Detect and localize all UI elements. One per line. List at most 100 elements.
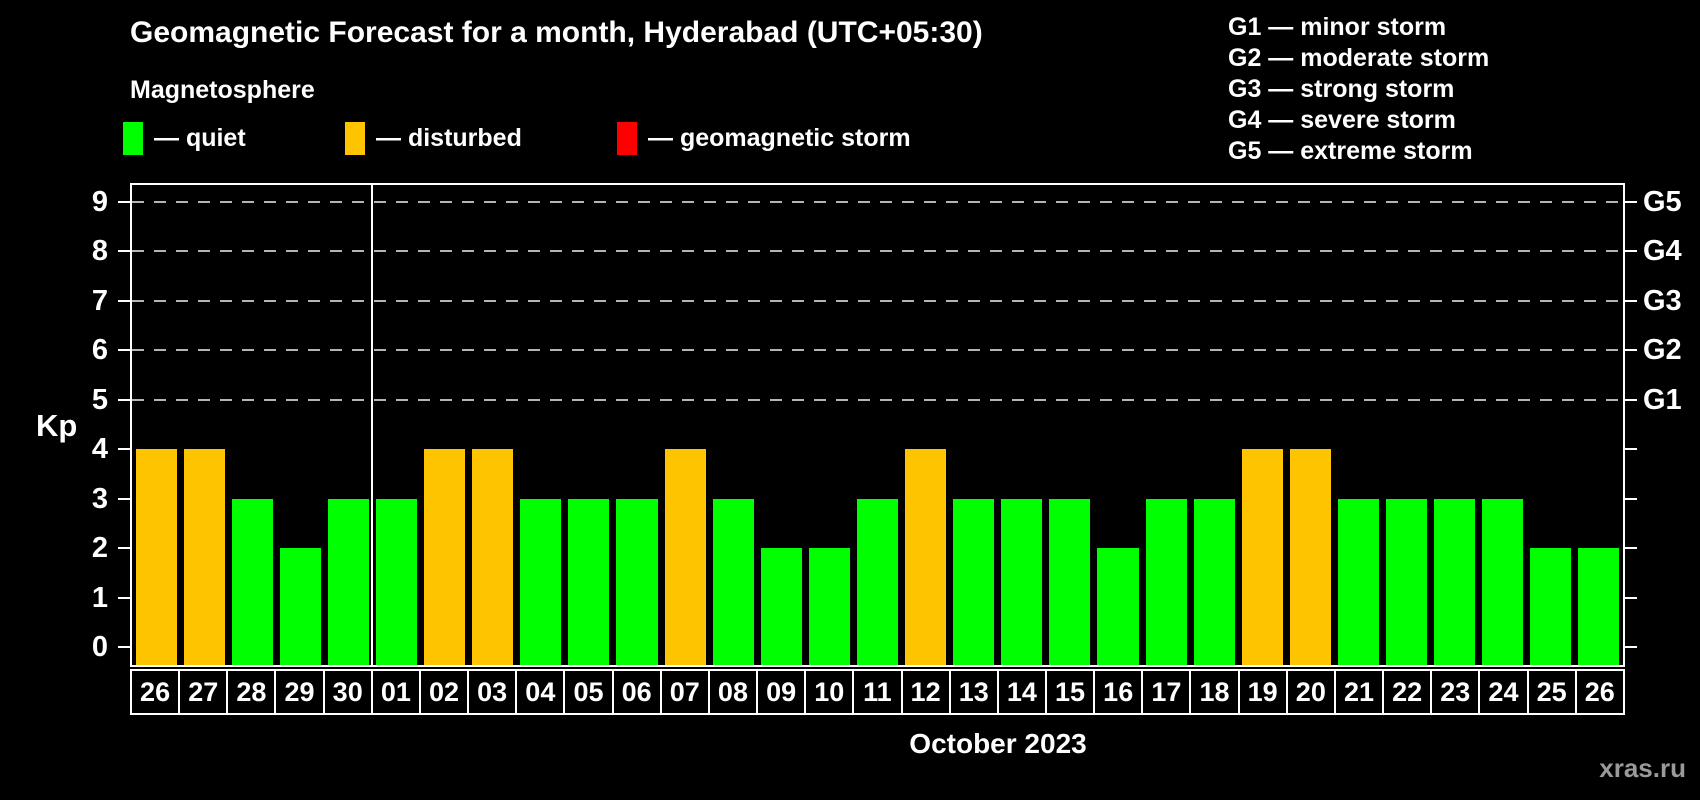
watermark: xras.ru [1599, 753, 1686, 783]
kp-bar-day-19 [1241, 449, 1283, 665]
kp-bar-day-07 [664, 449, 706, 665]
kp-bar-day-28 [231, 498, 273, 665]
right-axis-label-g5: G5 [1643, 186, 1682, 219]
kp-bar-day-10 [808, 548, 850, 665]
day-cell-22: 22 [1382, 669, 1433, 715]
kp-bar-day-17 [1145, 498, 1187, 665]
y-tick-label-0: 0 [91, 631, 108, 663]
y-tick-label-3: 3 [91, 482, 108, 515]
day-cell-24: 24 [1478, 669, 1529, 715]
kp-bar-day-13 [953, 498, 995, 665]
day-cell-14: 14 [996, 669, 1047, 715]
day-cell-27: 27 [178, 669, 229, 715]
kp-bar-day-01 [375, 498, 418, 665]
kp-bar-day-12 [905, 449, 947, 665]
storm-scale-g5: G5 — extreme storm [1228, 137, 1473, 165]
y-tick-label-1: 1 [91, 581, 108, 614]
day-cell-26: 26 [1574, 669, 1625, 715]
day-cell-29: 29 [274, 669, 325, 715]
kp-bar-day-30 [327, 498, 369, 665]
day-cell-30: 30 [322, 669, 373, 715]
day-cell-02: 02 [418, 669, 470, 715]
legend-item-quiet: — quiet [123, 122, 246, 155]
x-axis-day-labels: 26 27 28 29 30 01 02 03 04 05 06 07 08 09 10 11 12 13 14 15… [130, 669, 1625, 715]
day-cell-12: 12 [900, 669, 951, 715]
legend-label-quiet: — quiet [154, 124, 246, 152]
kp-bar-day-05 [568, 498, 610, 665]
kp-bar-day-26 [135, 449, 177, 665]
storm-scale-g3: G3 — strong storm [1228, 75, 1455, 103]
kp-bar-day-03 [472, 449, 514, 665]
day-cell-23: 23 [1430, 669, 1481, 715]
left-tick-kp-7 [118, 299, 130, 302]
day-cell-10: 10 [804, 669, 855, 715]
kp-bar-day-26 [1578, 548, 1620, 665]
storm-scale-g2: G2 — moderate storm [1228, 44, 1490, 72]
kp-bar-day-08 [712, 498, 754, 665]
right-axis-label-g1: G1 [1643, 383, 1682, 416]
kp-bar-day-11 [856, 498, 899, 665]
right-tick-kp-1 [1625, 596, 1637, 599]
y-tick-label-5: 5 [91, 383, 108, 416]
quiet-color-swatch [123, 122, 143, 155]
kp-bar-day-02 [424, 449, 466, 665]
right-tick-kp-5 [1625, 398, 1637, 401]
y-tick-label-7: 7 [91, 284, 108, 317]
left-tick-kp-2 [118, 547, 130, 550]
gridline-kp-9 [132, 201, 1623, 204]
kp-bar-day-04 [520, 498, 562, 665]
y-tick-label-8: 8 [91, 235, 108, 268]
day-cell-03: 03 [467, 669, 518, 715]
storm-scale-legend: G1 — minor storm G2 — moderate storm G3 … [1228, 12, 1489, 167]
chart-subtitle: Magnetosphere [130, 76, 315, 104]
left-tick-kp-3 [118, 497, 130, 500]
right-tick-kp-7 [1625, 299, 1637, 302]
right-tick-kp-8 [1625, 250, 1637, 253]
kp-bar-day-20 [1289, 449, 1331, 665]
left-tick-kp-1 [118, 596, 130, 599]
right-tick-kp-2 [1625, 547, 1637, 550]
day-cell-18: 18 [1189, 669, 1240, 715]
left-tick-kp-8 [118, 250, 130, 253]
y-tick-label-9: 9 [91, 186, 108, 219]
day-cell-13: 13 [948, 669, 999, 715]
legend-item-disturbed: — disturbed [345, 122, 522, 155]
day-cell-07: 07 [659, 669, 710, 715]
day-cell-05: 05 [563, 669, 614, 715]
right-tick-kp-9 [1625, 201, 1637, 204]
kp-bar-day-09 [760, 548, 802, 665]
kp-bar-day-23 [1434, 498, 1476, 665]
left-tick-kp-6 [118, 349, 130, 352]
gridline-kp-7 [132, 299, 1623, 302]
kp-bar-day-22 [1386, 498, 1428, 665]
kp-bar-day-29 [279, 548, 321, 665]
storm-scale-g4: G4 — severe storm [1228, 106, 1456, 134]
kp-bar-day-24 [1482, 498, 1524, 665]
right-tick-kp-6 [1625, 349, 1637, 352]
y-tick-label-6: 6 [91, 334, 108, 367]
day-cell-20: 20 [1285, 669, 1336, 715]
legend-item-geomagnetic-storm: — geomagnetic storm [617, 122, 911, 155]
day-cell-11: 11 [852, 669, 903, 715]
plot-inner [132, 185, 1623, 665]
right-tick-kp-0 [1625, 646, 1637, 648]
kp-bar-day-21 [1337, 498, 1379, 665]
kp-bar-day-15 [1049, 498, 1091, 665]
day-cell-21: 21 [1333, 669, 1385, 715]
day-cell-09: 09 [756, 669, 807, 715]
right-axis-label-g2: G2 [1643, 334, 1682, 367]
x-axis-month-label: October 2023 [909, 728, 1087, 759]
legend-label-disturbed: — disturbed [376, 124, 522, 152]
left-tick-kp-4 [118, 448, 130, 451]
disturbed-color-swatch [345, 122, 365, 155]
day-cell-17: 17 [1141, 669, 1192, 715]
day-cell-04: 04 [515, 669, 566, 715]
day-cell-15: 15 [1044, 669, 1096, 715]
day-cell-25: 25 [1526, 669, 1577, 715]
month-separator-line [371, 185, 374, 665]
left-tick-kp-9 [118, 201, 130, 204]
day-cell-08: 08 [707, 669, 759, 715]
kp-bar-day-27 [183, 449, 225, 665]
kp-bar-day-25 [1530, 548, 1572, 665]
